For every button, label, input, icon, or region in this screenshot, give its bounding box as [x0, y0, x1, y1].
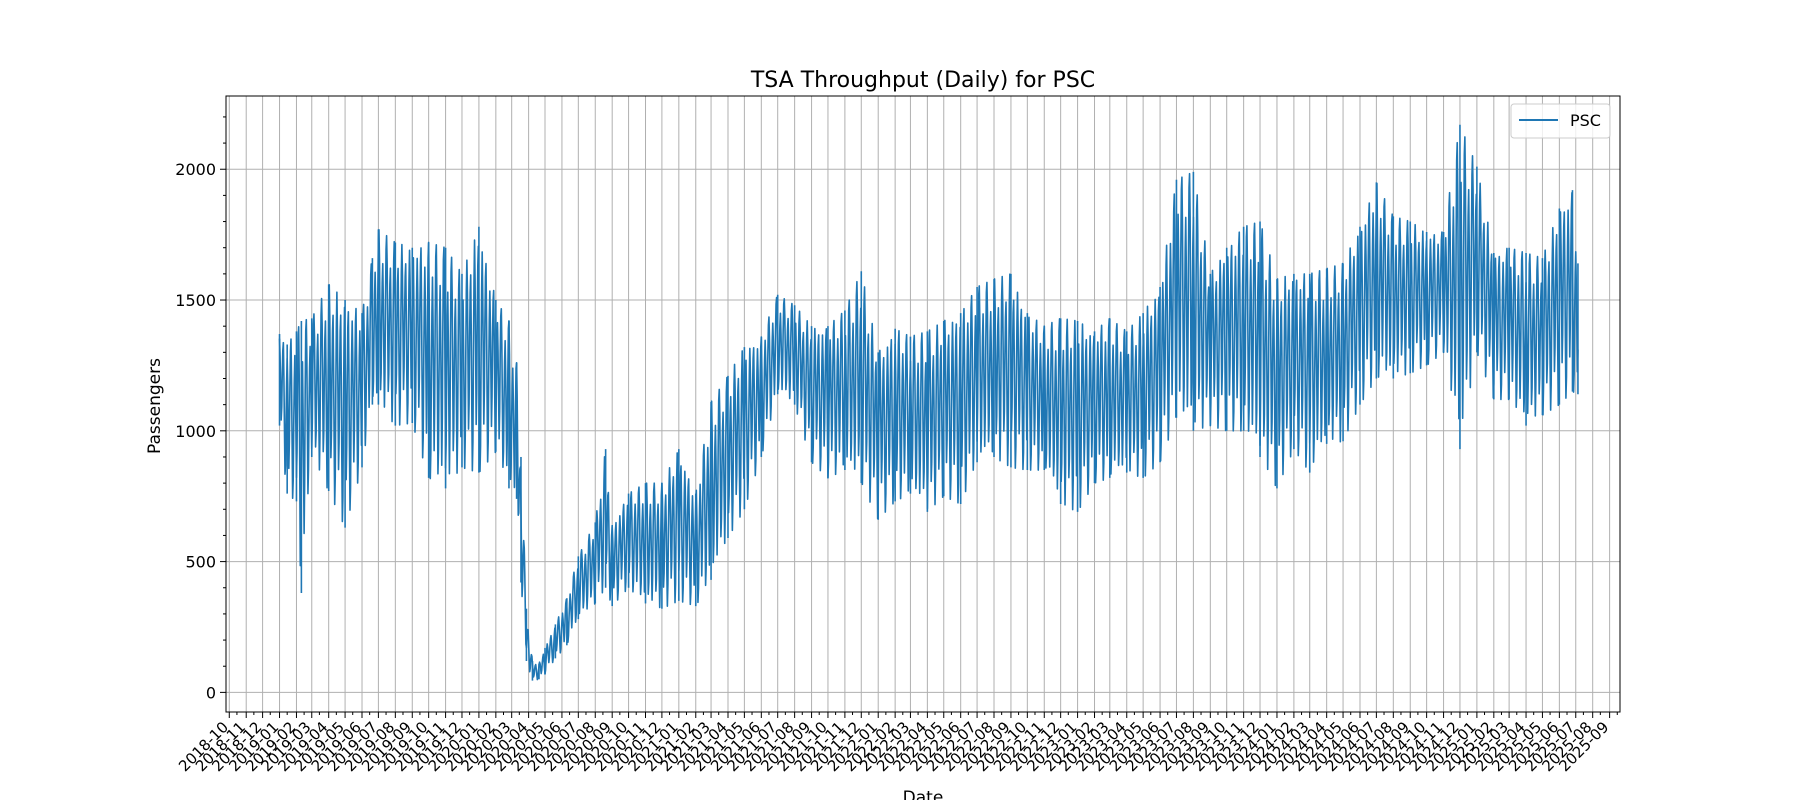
x-axis-label: Date	[903, 788, 944, 800]
y-tick-label: 1500	[175, 291, 216, 310]
legend: PSC	[1510, 103, 1611, 139]
chart-title: TSA Throughput (Daily) for PSC	[750, 68, 1095, 93]
y-tick-label: 500	[185, 553, 216, 572]
legend-box	[1510, 103, 1611, 139]
plot-frame	[225, 95, 1621, 713]
y-tick-label: 1000	[175, 422, 216, 441]
y-tick-label: 2000	[175, 160, 216, 179]
y-axis: 0 500 1000 1500 2000	[175, 116, 226, 702]
y-tick-label: 0	[206, 683, 216, 702]
x-axis: 2018-102018-112018-122019-012019-022019-…	[175, 712, 1618, 775]
y-axis-label: Passengers	[145, 358, 165, 454]
legend-label-psc: PSC	[1570, 111, 1601, 130]
series-layer	[278, 124, 1579, 681]
